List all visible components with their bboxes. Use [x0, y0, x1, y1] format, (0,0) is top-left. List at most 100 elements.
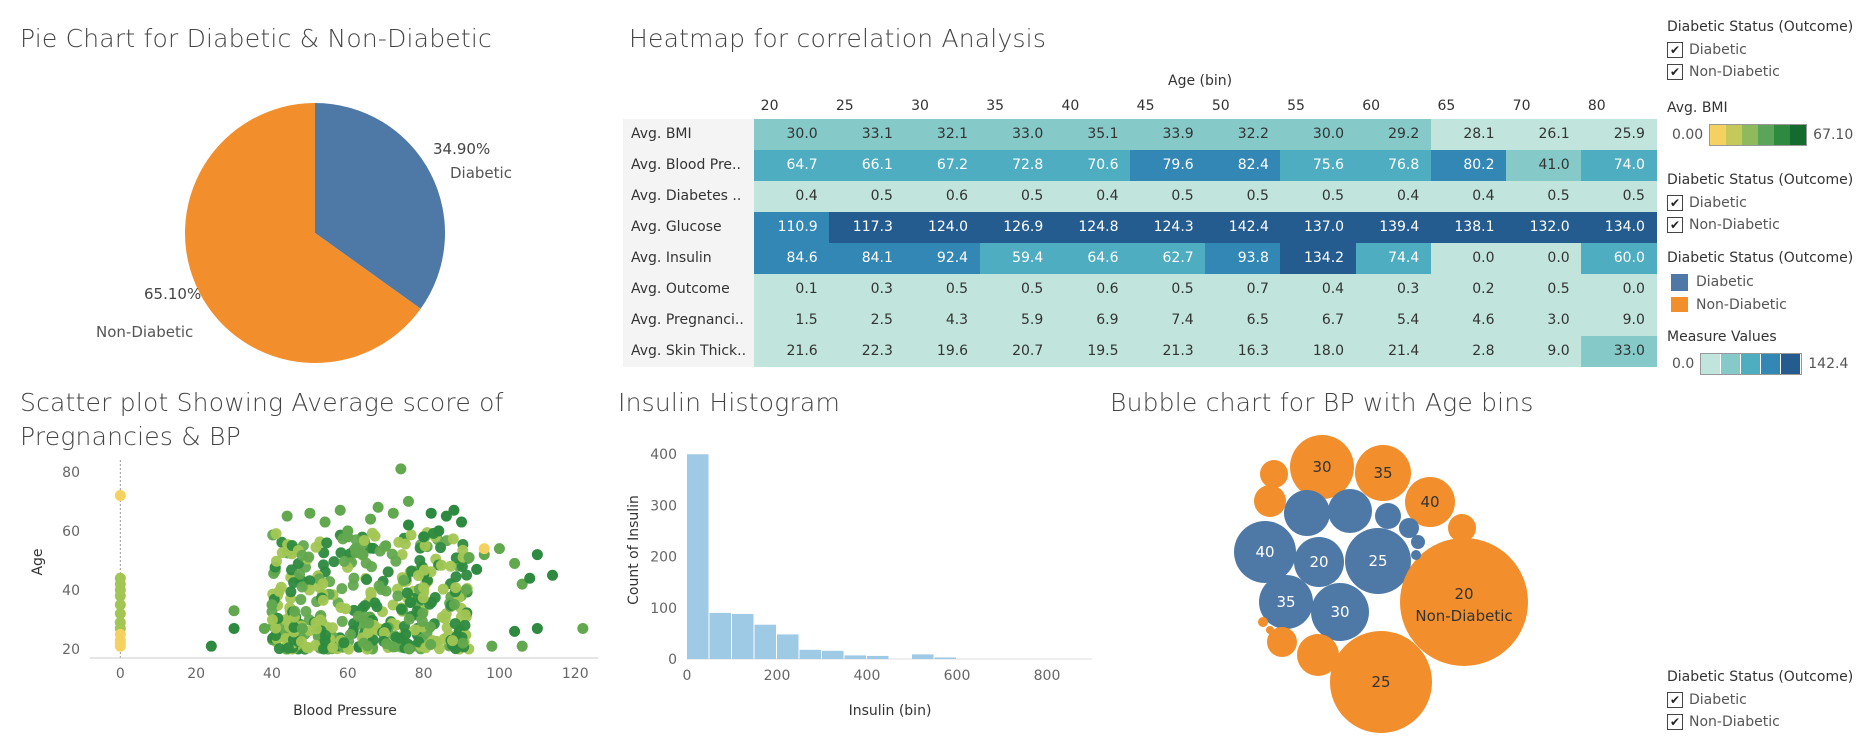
checkbox-checked-icon[interactable]: ✔ — [1667, 714, 1683, 730]
checkbox-checked-icon[interactable]: ✔ — [1667, 64, 1683, 80]
heatmap-cell[interactable]: 32.1 — [904, 119, 981, 150]
heatmap-cell[interactable]: 92.4 — [904, 243, 981, 274]
heatmap-cell[interactable]: 32.2 — [1205, 119, 1281, 150]
color-legend-non-diabetic[interactable]: Non-Diabetic — [1671, 296, 1787, 312]
heatmap-cell[interactable]: 142.4 — [1205, 212, 1281, 243]
heatmap-cell[interactable]: 21.4 — [1355, 336, 1432, 367]
heatmap-cell[interactable]: 139.4 — [1355, 212, 1432, 243]
heatmap-cell[interactable]: 0.6 — [904, 181, 981, 212]
heatmap-cell[interactable]: 76.8 — [1355, 150, 1432, 181]
heatmap-cell[interactable]: 0.4 — [1355, 181, 1432, 212]
heatmap-cell[interactable]: 117.3 — [829, 212, 905, 243]
heatmap-cell[interactable]: 0.5 — [1130, 181, 1206, 212]
heatmap-cell[interactable]: 4.6 — [1430, 305, 1507, 336]
heatmap-cell[interactable]: 64.6 — [1054, 243, 1131, 274]
heatmap-cell[interactable]: 6.7 — [1280, 305, 1357, 336]
heatmap-cell[interactable]: 137.0 — [1280, 212, 1357, 243]
heatmap-cell[interactable]: 132.0 — [1506, 212, 1582, 243]
heatmap-cell[interactable]: 30.0 — [1280, 119, 1357, 150]
heatmap-cell[interactable]: 0.7 — [1205, 274, 1281, 305]
heatmap-cell[interactable]: 0.5 — [904, 274, 981, 305]
heatmap-cell[interactable]: 20.7 — [979, 336, 1056, 367]
heatmap-cell[interactable]: 67.2 — [904, 150, 981, 181]
heatmap-cell[interactable]: 18.0 — [1280, 336, 1357, 367]
heatmap-cell[interactable]: 9.0 — [1506, 336, 1582, 367]
filter-non-diabetic-1[interactable]: ✔ Non-Diabetic — [1667, 63, 1780, 80]
heatmap-cell[interactable]: 26.1 — [1506, 119, 1582, 150]
heatmap-cell[interactable]: 74.0 — [1581, 150, 1657, 181]
heatmap-cell[interactable]: 19.6 — [904, 336, 981, 367]
filter-diabetic-4[interactable]: ✔ Diabetic — [1667, 691, 1747, 709]
heatmap-cell[interactable]: 0.5 — [1506, 274, 1582, 305]
filter-non-diabetic-4[interactable]: ✔ Non-Diabetic — [1667, 713, 1780, 730]
heatmap-cell[interactable]: 3.0 — [1506, 305, 1582, 336]
heatmap-cell[interactable]: 0.0 — [1430, 243, 1507, 274]
heatmap-cell[interactable]: 29.2 — [1355, 119, 1432, 150]
heatmap-cell[interactable]: 126.9 — [979, 212, 1056, 243]
heatmap-cell[interactable]: 1.5 — [754, 305, 830, 336]
filter-diabetic-2[interactable]: ✔ Diabetic — [1667, 194, 1747, 212]
heatmap-cell[interactable]: 0.4 — [1430, 181, 1507, 212]
heatmap-cell[interactable]: 5.9 — [979, 305, 1056, 336]
heatmap-cell[interactable]: 16.3 — [1205, 336, 1281, 367]
heatmap-cell[interactable]: 0.5 — [1280, 181, 1357, 212]
heatmap-cell[interactable]: 70.6 — [1054, 150, 1131, 181]
heatmap-cell[interactable]: 35.1 — [1054, 119, 1131, 150]
heatmap-cell[interactable]: 6.9 — [1054, 305, 1131, 336]
heatmap-cell[interactable]: 7.4 — [1130, 305, 1206, 336]
heatmap-cell[interactable]: 80.2 — [1430, 150, 1507, 181]
filter-diabetic-1[interactable]: ✔ Diabetic — [1667, 41, 1747, 59]
checkbox-checked-icon[interactable]: ✔ — [1667, 217, 1683, 233]
heatmap-cell[interactable]: 33.1 — [829, 119, 905, 150]
heatmap-cell[interactable]: 33.9 — [1130, 119, 1206, 150]
heatmap-cell[interactable]: 84.6 — [754, 243, 830, 274]
heatmap-cell[interactable]: 93.8 — [1205, 243, 1281, 274]
heatmap-cell[interactable]: 0.5 — [1130, 274, 1206, 305]
heatmap-cell[interactable]: 72.8 — [979, 150, 1056, 181]
heatmap-cell[interactable]: 33.0 — [1581, 336, 1657, 367]
heatmap-cell[interactable]: 74.4 — [1355, 243, 1432, 274]
heatmap-cell[interactable]: 134.0 — [1581, 212, 1657, 243]
heatmap-cell[interactable]: 4.3 — [904, 305, 981, 336]
heatmap-cell[interactable]: 22.3 — [829, 336, 905, 367]
heatmap-cell[interactable]: 0.1 — [754, 274, 830, 305]
heatmap-cell[interactable]: 2.8 — [1430, 336, 1507, 367]
heatmap-cell[interactable]: 21.3 — [1130, 336, 1206, 367]
heatmap-cell[interactable]: 21.6 — [754, 336, 830, 367]
heatmap-cell[interactable]: 0.5 — [979, 274, 1056, 305]
heatmap-cell[interactable]: 41.0 — [1506, 150, 1582, 181]
heatmap-cell[interactable]: 124.0 — [904, 212, 981, 243]
heatmap-cell[interactable]: 66.1 — [829, 150, 905, 181]
checkbox-checked-icon[interactable]: ✔ — [1667, 195, 1683, 211]
heatmap-cell[interactable]: 19.5 — [1054, 336, 1131, 367]
heatmap-cell[interactable]: 0.3 — [829, 274, 905, 305]
heatmap-cell[interactable]: 124.8 — [1054, 212, 1131, 243]
heatmap-cell[interactable]: 30.0 — [754, 119, 830, 150]
heatmap-cell[interactable]: 28.1 — [1430, 119, 1507, 150]
heatmap-cell[interactable]: 124.3 — [1130, 212, 1206, 243]
heatmap-cell[interactable]: 60.0 — [1581, 243, 1657, 274]
heatmap-cell[interactable]: 0.6 — [1054, 274, 1131, 305]
heatmap-cell[interactable]: 5.4 — [1355, 305, 1432, 336]
heatmap-cell[interactable]: 84.1 — [829, 243, 905, 274]
heatmap-cell[interactable]: 0.5 — [829, 181, 905, 212]
heatmap-cell[interactable]: 2.5 — [829, 305, 905, 336]
heatmap-cell[interactable]: 0.5 — [1506, 181, 1582, 212]
heatmap-cell[interactable]: 0.5 — [1205, 181, 1281, 212]
filter-non-diabetic-2[interactable]: ✔ Non-Diabetic — [1667, 216, 1780, 233]
heatmap-cell[interactable]: 33.0 — [979, 119, 1056, 150]
heatmap-cell[interactable]: 62.7 — [1130, 243, 1206, 274]
heatmap-cell[interactable]: 0.4 — [754, 181, 830, 212]
heatmap-cell[interactable]: 0.5 — [1581, 181, 1657, 212]
heatmap-cell[interactable]: 79.6 — [1130, 150, 1206, 181]
heatmap-cell[interactable]: 9.0 — [1581, 305, 1657, 336]
checkbox-checked-icon[interactable]: ✔ — [1667, 42, 1683, 58]
heatmap-cell[interactable]: 0.0 — [1581, 274, 1657, 305]
heatmap-cell[interactable]: 25.9 — [1581, 119, 1657, 150]
heatmap-cell[interactable]: 59.4 — [979, 243, 1056, 274]
heatmap-cell[interactable]: 0.4 — [1054, 181, 1131, 212]
heatmap-cell[interactable]: 6.5 — [1205, 305, 1281, 336]
heatmap-cell[interactable]: 138.1 — [1430, 212, 1507, 243]
heatmap-cell[interactable]: 0.4 — [1280, 274, 1357, 305]
heatmap-cell[interactable]: 0.5 — [979, 181, 1056, 212]
